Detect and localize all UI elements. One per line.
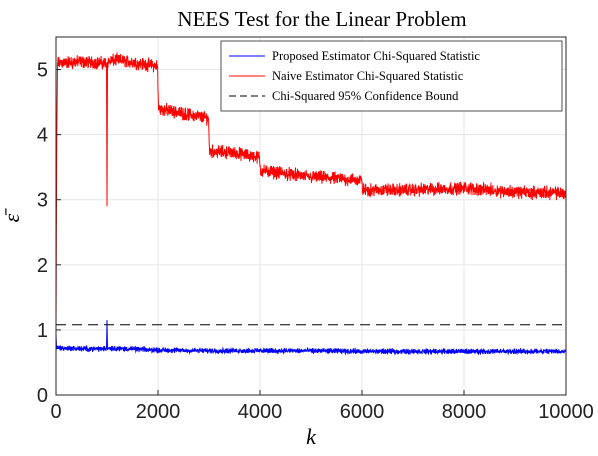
legend-label-naive: Naive Estimator Chi-Squared Statistic [272,69,464,83]
y-tick-label: 4 [37,125,48,147]
x-tick-label: 6000 [340,401,385,423]
x-axis-label: k [306,424,317,449]
x-tick-label: 0 [50,401,61,423]
series-line-1 [55,52,567,327]
series-line-0 [55,320,567,356]
axis-ticks: 0 2000 4000 6000 8000 10000 0 1 2 3 4 5 [37,60,594,423]
y-tick-label: 1 [37,320,48,342]
x-tick-label: 8000 [442,401,487,423]
y-tick-label: 5 [37,60,48,82]
y-tick-label: 0 [37,385,48,407]
x-tick-label: 4000 [238,401,283,423]
chart-title: NEES Test for the Linear Problem [177,7,466,31]
y-tick-label: 3 [37,190,48,212]
legend-box [220,40,563,112]
legend-label-proposed: Proposed Estimator Chi-Squared Statistic [272,49,480,63]
series-layer [55,52,567,356]
plot-frame [55,36,567,396]
legend-label-bound: Chi-Squared 95% Confidence Bound [272,89,459,103]
y-tick-label: 2 [37,255,48,277]
x-tick-label: 10000 [538,401,594,423]
x-tick-label: 2000 [136,401,181,423]
legend: Proposed Estimator Chi-Squared Statistic… [220,40,563,112]
y-axis-label: ε̄ [0,208,24,223]
